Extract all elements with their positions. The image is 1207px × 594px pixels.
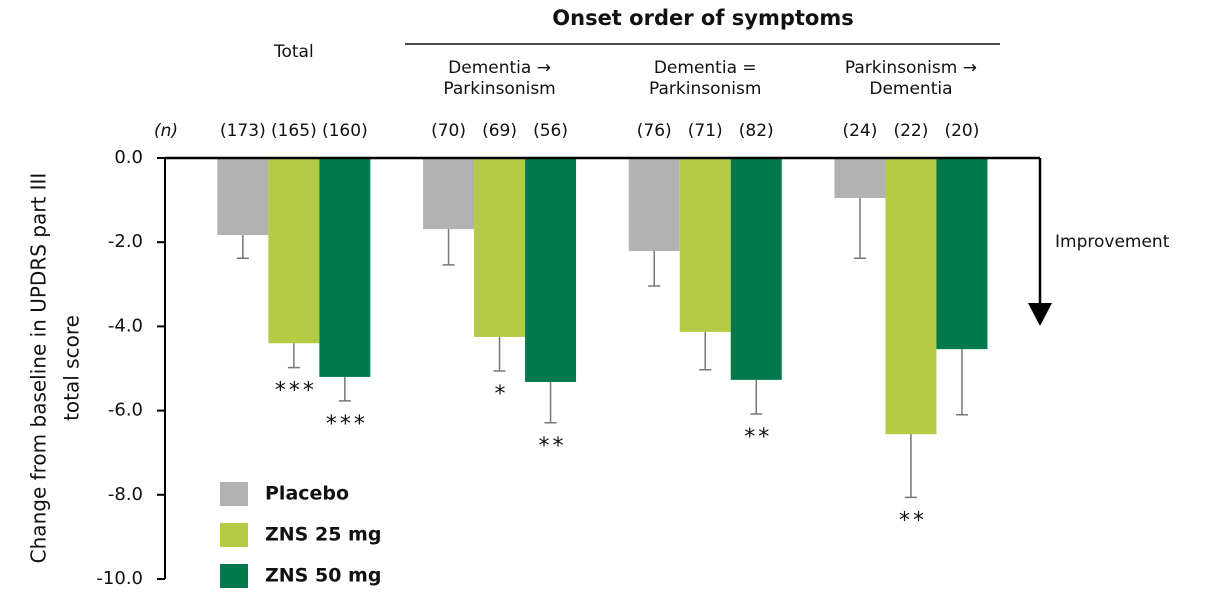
legend-label: ZNS 25 mg [265,524,381,546]
legend-swatch [220,482,248,506]
error-bar [750,379,763,415]
significance-label: * [495,382,509,407]
n-label: (70) [431,121,466,141]
bar [885,158,937,435]
y-tick-label: 0.0 [114,147,143,168]
significance-label: ** [539,434,567,459]
bar [628,158,680,252]
arrow-head [1028,303,1052,326]
category-label: Total [273,42,314,62]
n-label: (22) [893,121,928,141]
n-label: (69) [482,121,517,141]
category-label: Dementia [869,79,952,99]
error-bar [544,381,557,424]
bar [474,158,526,337]
error-bar [442,229,455,266]
legend-label: Placebo [265,483,349,505]
y-tick-label: -10.0 [96,568,143,589]
bar [834,158,886,198]
error-bar [904,434,917,499]
bar [525,158,577,382]
category-label: Parkinsonism [443,79,555,99]
error-bar [648,251,661,287]
y-tick-label: -6.0 [108,400,143,421]
bar [319,158,371,377]
bar [936,158,988,350]
n-label: (82) [739,121,774,141]
category-label: Parkinsonism [649,79,761,99]
bar [679,158,731,332]
n-label: (20) [944,121,979,141]
n-label: (76) [637,121,672,141]
y-tick-label: -8.0 [108,484,143,505]
bar [217,158,269,236]
bar [730,158,782,380]
bar [268,158,320,344]
n-label: (165) [271,121,317,141]
significance-label: *** [326,412,368,437]
n-label: (160) [322,121,368,141]
error-bar [493,336,506,372]
category-label: Dementia = [654,58,757,78]
significance-label: ** [899,508,927,533]
n-label: (71) [688,121,723,141]
significance-label: ** [744,425,772,450]
error-bar [853,197,866,259]
legend-label: ZNS 50 mg [265,565,381,587]
n-header: (n) [154,121,178,141]
error-bar [338,376,351,402]
annotation: Improvement [1055,232,1170,252]
error-bar [955,349,968,416]
error-bar [287,343,300,369]
bar [423,158,475,230]
chart-title: Onset order of symptoms [552,6,853,30]
y-tick-label: -2.0 [108,231,143,252]
n-label: (56) [533,121,568,141]
error-bar [699,331,712,371]
y-axis-label: Change from baseline in UPDRS part III [27,173,51,564]
n-label: (24) [842,121,877,141]
category-label: Parkinsonism → [845,58,977,78]
significance-label: *** [275,379,317,404]
category-label: Dementia → [448,58,551,78]
y-tick-label: -4.0 [108,315,143,336]
n-label: (173) [220,121,266,141]
y-axis-label: total score [60,315,84,421]
legend-swatch [220,564,248,588]
error-bar [236,235,249,259]
legend-swatch [220,523,248,547]
